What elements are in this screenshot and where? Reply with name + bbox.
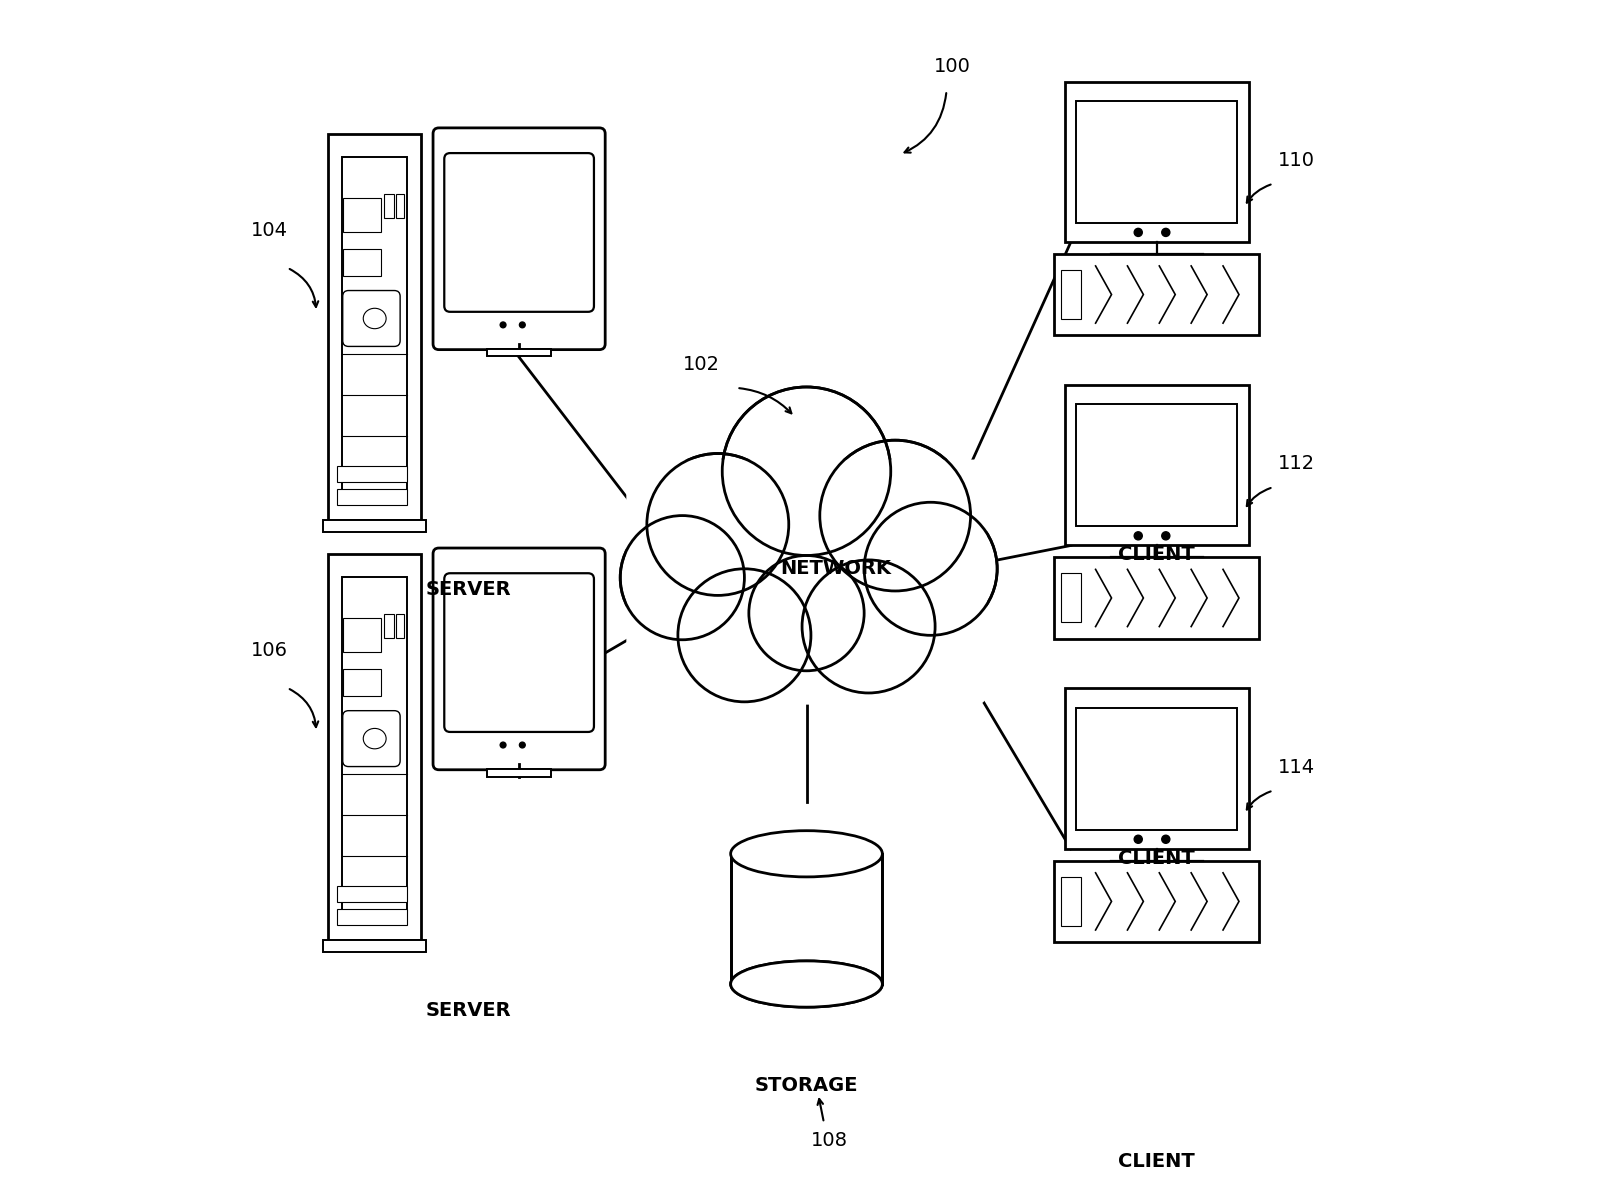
Bar (327, 134, 421, 521)
FancyBboxPatch shape (1076, 708, 1237, 829)
Bar (323, 521, 426, 531)
Text: 106: 106 (252, 641, 289, 660)
Bar (732, 854, 881, 984)
Text: SERVER: SERVER (426, 1000, 511, 1020)
Circle shape (723, 386, 890, 556)
Bar (487, 769, 552, 776)
FancyBboxPatch shape (1065, 688, 1248, 849)
Text: CLIENT: CLIENT (1118, 1152, 1195, 1171)
Text: 114: 114 (1277, 757, 1315, 776)
FancyBboxPatch shape (1055, 557, 1258, 638)
Text: 112: 112 (1277, 455, 1315, 474)
Bar (487, 349, 552, 357)
Bar (1061, 270, 1081, 319)
Circle shape (1134, 835, 1142, 843)
Ellipse shape (731, 830, 882, 876)
Text: STORAGE: STORAGE (755, 1077, 858, 1096)
FancyBboxPatch shape (432, 548, 605, 769)
Circle shape (677, 569, 811, 702)
Text: CLIENT: CLIENT (1118, 545, 1195, 564)
Text: 110: 110 (1277, 151, 1315, 170)
FancyBboxPatch shape (342, 291, 400, 346)
Circle shape (865, 502, 997, 635)
Bar (384, 615, 394, 638)
FancyBboxPatch shape (444, 574, 594, 732)
FancyBboxPatch shape (1055, 253, 1258, 336)
Text: CLIENT: CLIENT (1118, 849, 1195, 868)
Ellipse shape (363, 728, 386, 749)
Bar (323, 940, 426, 952)
Text: 108: 108 (811, 1131, 848, 1150)
Ellipse shape (363, 309, 386, 329)
Bar (1061, 574, 1081, 622)
Bar (397, 194, 405, 218)
Text: SERVER: SERVER (426, 581, 511, 600)
Bar (384, 194, 394, 218)
Circle shape (1161, 229, 1169, 237)
Circle shape (1161, 531, 1169, 540)
Bar (337, 909, 408, 925)
Circle shape (1134, 531, 1142, 540)
Circle shape (519, 322, 526, 327)
FancyBboxPatch shape (432, 128, 605, 350)
FancyBboxPatch shape (626, 459, 987, 704)
Text: 102: 102 (682, 355, 719, 375)
Bar (1061, 876, 1081, 926)
Circle shape (748, 556, 865, 670)
Bar (337, 466, 408, 482)
Ellipse shape (731, 961, 882, 1007)
Bar (344, 618, 381, 651)
Bar (397, 615, 405, 638)
Ellipse shape (731, 961, 882, 1007)
FancyBboxPatch shape (1055, 861, 1258, 942)
Text: 100: 100 (934, 58, 971, 77)
Bar (344, 669, 381, 696)
Bar (342, 157, 408, 497)
Circle shape (1161, 835, 1169, 843)
Circle shape (500, 742, 506, 748)
FancyBboxPatch shape (1076, 101, 1237, 223)
Circle shape (519, 742, 526, 748)
Circle shape (647, 454, 789, 595)
Circle shape (802, 560, 936, 693)
Bar (337, 489, 408, 505)
Circle shape (621, 516, 745, 640)
FancyBboxPatch shape (1076, 404, 1237, 527)
Bar (337, 886, 408, 901)
FancyBboxPatch shape (342, 710, 400, 767)
Bar (327, 554, 421, 940)
Circle shape (1134, 229, 1142, 237)
FancyBboxPatch shape (1065, 81, 1248, 241)
Text: 104: 104 (252, 220, 289, 240)
Text: NETWORK: NETWORK (781, 560, 890, 578)
FancyBboxPatch shape (1065, 385, 1248, 545)
Circle shape (819, 441, 971, 591)
Bar (344, 249, 381, 276)
FancyBboxPatch shape (444, 153, 594, 312)
Circle shape (500, 322, 506, 327)
Bar (344, 198, 381, 232)
Bar (342, 577, 408, 918)
